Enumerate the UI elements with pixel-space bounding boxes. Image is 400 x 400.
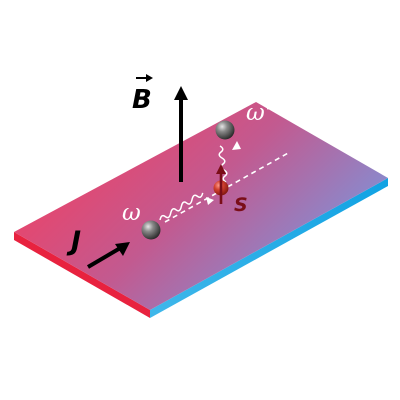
slab-top-face (14, 102, 388, 310)
scattered-frequency-label: ω' (246, 100, 271, 126)
magnetic-field-label: B (132, 85, 152, 115)
scattered-particle (215, 120, 235, 140)
current-arrow (86, 242, 130, 269)
magnetic-field-arrow (174, 86, 188, 182)
spin-label: S (234, 194, 248, 216)
incoming-particle (141, 220, 161, 240)
scattered-wave (218, 145, 228, 183)
incoming-wave (159, 192, 204, 221)
slab-front-edge (150, 178, 388, 318)
scattering-path (164, 151, 291, 223)
slab-left-edge (14, 232, 150, 318)
material-slab (14, 102, 388, 318)
label-B: B (132, 74, 153, 115)
spin-particle (213, 164, 229, 204)
incoming-wave-arrowhead (206, 197, 214, 205)
incoming-frequency-label: ω (122, 200, 141, 226)
scattered-wave-arrowhead (232, 141, 241, 150)
